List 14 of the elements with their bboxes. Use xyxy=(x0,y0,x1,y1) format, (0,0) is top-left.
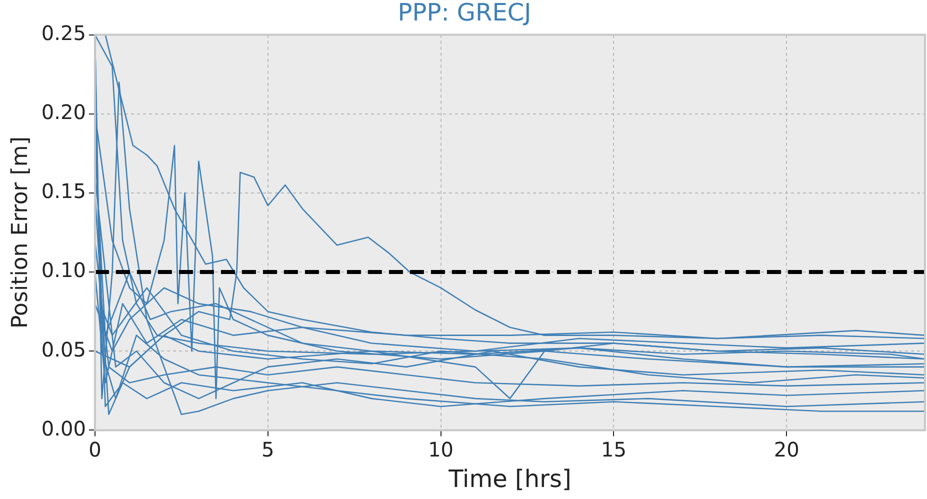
x-tick-label: 20 xyxy=(774,437,800,462)
x-tick-label: 5 xyxy=(261,437,274,462)
y-axis-title: Position Error [m] xyxy=(8,136,33,328)
y-tick-label: 0.10 xyxy=(41,258,86,282)
y-tick-label: 0.05 xyxy=(41,337,86,362)
y-tick-label: 0.20 xyxy=(41,100,86,124)
x-axis-title: Time [hrs] xyxy=(448,464,572,493)
x-tick-label: 10 xyxy=(428,437,454,462)
x-tick-label: 0 xyxy=(88,437,102,462)
x-tick-label: 15 xyxy=(601,437,626,462)
chart-title: PPP: GRECJ xyxy=(398,0,532,27)
y-tick-label: 0.25 xyxy=(41,21,86,46)
y-tick-label: 0.00 xyxy=(41,416,86,440)
y-tick-label: 0.15 xyxy=(41,179,86,204)
